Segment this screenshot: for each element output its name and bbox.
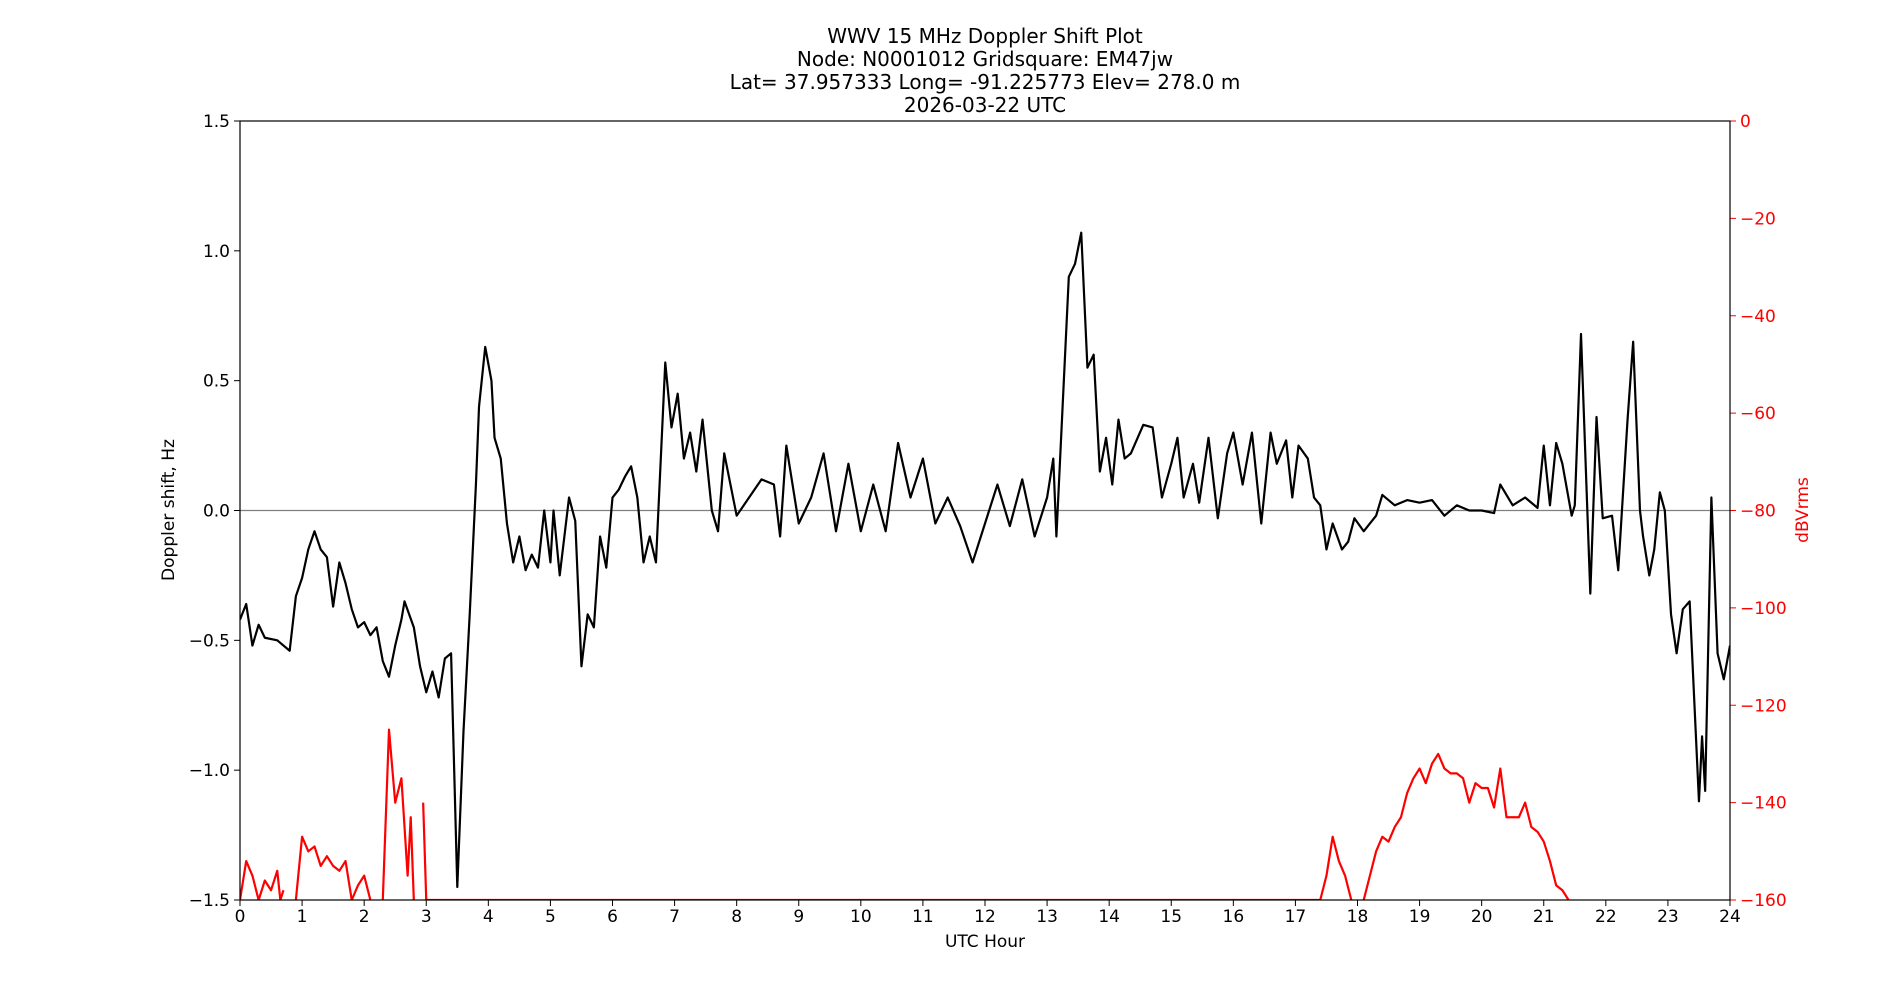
y2-tick-label: −80	[1740, 502, 1776, 522]
y2-axis-label: dBVrms	[1793, 477, 1813, 543]
x-tick-label: 12	[974, 907, 996, 927]
data-line	[240, 231, 1730, 889]
y-tick-label: 1.5	[203, 112, 230, 132]
x-tick-label: 0	[235, 907, 246, 927]
y2-tick-label: −160	[1740, 891, 1787, 911]
chart-title: WWV 15 MHz Doppler Shift Plot	[827, 24, 1143, 48]
y2-tick-label: 0	[1740, 112, 1751, 132]
chart-subtitle: 2026-03-22 UTC	[904, 93, 1066, 117]
x-axis-label: UTC Hour	[945, 932, 1025, 952]
x-tick-label: 22	[1595, 907, 1617, 927]
x-tick-label: 5	[545, 907, 556, 927]
x-tick-label: 23	[1657, 907, 1679, 927]
y-tick-label: −0.5	[189, 631, 230, 651]
x-tick-label: 8	[731, 907, 742, 927]
x-tick-label: 20	[1471, 907, 1493, 927]
plot-frame	[239, 120, 1731, 901]
x-tick-label: 2	[359, 907, 370, 927]
chart-subtitle: Node: N0001012 Gridsquare: EM47jw	[797, 47, 1173, 71]
x-tick-label: 7	[669, 907, 680, 927]
x-tick-label: 6	[607, 907, 618, 927]
x-tick-label: 15	[1160, 907, 1182, 927]
x-tick-label: 17	[1285, 907, 1307, 927]
x-tick-label: 24	[1719, 907, 1741, 927]
x-tick-label: 4	[483, 907, 494, 927]
x-tick-label: 13	[1036, 907, 1058, 927]
x-tick-label: 19	[1409, 907, 1431, 927]
y2-tick-label: −120	[1740, 696, 1787, 716]
y-tick-label: −1.5	[189, 891, 230, 911]
x-tick-label: 18	[1347, 907, 1369, 927]
y-tick-label: 0.5	[203, 372, 230, 392]
data-line	[240, 728, 1570, 900]
y-tick-label: 1.0	[203, 242, 230, 262]
x-tick-label: 10	[850, 907, 872, 927]
x-tick-label: 16	[1223, 907, 1245, 927]
y-axis-label: Doppler shift, Hz	[159, 439, 179, 581]
x-tick-label: 21	[1533, 907, 1555, 927]
x-tick-label: 14	[1098, 907, 1120, 927]
chart-subtitle: Lat= 37.957333 Long= -91.225773 Elev= 27…	[730, 70, 1241, 94]
x-tick-label: 11	[912, 907, 934, 927]
y2-tick-label: −60	[1740, 404, 1776, 424]
y-tick-label: 0.0	[203, 502, 230, 522]
y2-tick-label: −100	[1740, 599, 1787, 619]
y-tick-label: −1.0	[189, 761, 230, 781]
x-tick-label: 3	[421, 907, 432, 927]
y2-tick-label: −20	[1740, 209, 1776, 229]
y2-tick-label: −40	[1740, 307, 1776, 327]
x-tick-label: 9	[793, 907, 804, 927]
y2-tick-label: −140	[1740, 794, 1787, 814]
x-tick-label: 1	[297, 907, 308, 927]
